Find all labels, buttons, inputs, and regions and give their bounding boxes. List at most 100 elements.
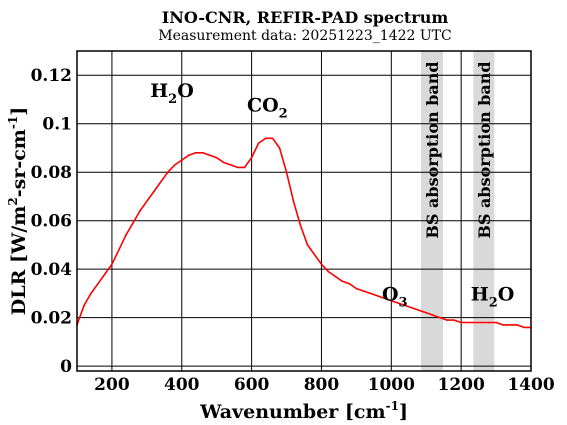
spectrum-point bbox=[201, 152, 204, 154]
y-tick-label-5: 0.08 bbox=[31, 163, 72, 183]
spectrum-series bbox=[76, 137, 532, 329]
spectrum-point bbox=[271, 137, 274, 140]
band-labels: BS absorption band BS absorption band bbox=[423, 61, 494, 238]
spectrum-point bbox=[167, 171, 169, 173]
spectrum-point bbox=[488, 321, 490, 324]
spectrum-point bbox=[523, 326, 525, 329]
spectrum-point bbox=[313, 253, 316, 256]
spectrum-point bbox=[188, 154, 190, 156]
spectrum-point bbox=[516, 324, 518, 326]
spectrum-point bbox=[390, 299, 393, 302]
spectrum-point bbox=[215, 156, 218, 159]
spectrum-point bbox=[320, 263, 323, 266]
annotation-3-sub: 3 bbox=[399, 296, 408, 311]
annotation-1: H2O bbox=[150, 80, 194, 107]
spectrum-point bbox=[125, 234, 127, 236]
absorption-band-2 bbox=[473, 51, 495, 371]
y-axis-label: DLR [W/m2-sr-cm-1] bbox=[6, 107, 30, 315]
spectrum-point bbox=[334, 275, 337, 278]
spectrum-point bbox=[299, 224, 302, 227]
annotation-1-text: H bbox=[150, 80, 168, 102]
x-tick-label-1: 200 bbox=[94, 375, 130, 395]
spectrum-point bbox=[404, 304, 407, 307]
spectrum-point bbox=[208, 154, 211, 156]
spectrum-point bbox=[243, 166, 246, 169]
y-tick-label-3: 0.04 bbox=[31, 260, 73, 280]
spectrum-point bbox=[250, 156, 253, 159]
x-tick-label-5: 1000 bbox=[368, 375, 415, 395]
spectrum-point bbox=[236, 166, 239, 169]
annotation-4-tail: O bbox=[498, 284, 515, 306]
annotation-4-text: H bbox=[471, 284, 489, 306]
spectrum-point bbox=[90, 292, 92, 295]
y-axis-ticks: 0 0.02 0.04 0.06 0.08 0.1 0.12 bbox=[31, 66, 73, 377]
x-axis-label-close: ] bbox=[399, 401, 408, 423]
spectrum-point bbox=[446, 319, 449, 321]
y-axis-label-sup2: -1 bbox=[6, 116, 20, 129]
spectrum-point bbox=[411, 307, 414, 309]
spectrum-point bbox=[118, 249, 120, 251]
spectrum-point bbox=[292, 200, 295, 203]
spectrum-point bbox=[104, 273, 106, 275]
spectrum-point bbox=[146, 200, 148, 203]
spectrum-point bbox=[111, 263, 113, 266]
spectrum-point bbox=[83, 304, 85, 307]
chart-subtitle: Measurement data: 20251223_1422 UTC bbox=[158, 28, 451, 44]
spectrum-point bbox=[397, 302, 400, 304]
y-axis-label-c: ] bbox=[8, 107, 30, 116]
spectrum-point bbox=[502, 324, 504, 326]
spectrum-point bbox=[355, 287, 358, 290]
spectrum-point bbox=[257, 142, 260, 144]
spectrum-point bbox=[481, 321, 483, 324]
annotation-4-sub: 2 bbox=[489, 296, 498, 311]
annotation-4: H2O bbox=[471, 284, 515, 311]
band-label-1: BS absorption band bbox=[423, 61, 442, 238]
spectrum-point bbox=[418, 309, 421, 312]
spectrum-point bbox=[509, 324, 511, 326]
x-tick-label-4: 800 bbox=[304, 375, 340, 395]
annotation-1-sub: 2 bbox=[168, 92, 177, 107]
annotation-3-text: O bbox=[382, 284, 399, 306]
y-tick-label-2: 0.02 bbox=[31, 309, 72, 329]
x-tick-label-3: 600 bbox=[234, 375, 270, 395]
spectrum-point bbox=[278, 147, 281, 149]
annotation-3: O3 bbox=[382, 284, 408, 311]
spectrum-point bbox=[285, 171, 288, 173]
absorption-bands bbox=[420, 51, 495, 371]
spectrum-point bbox=[453, 319, 456, 321]
spectrum-point bbox=[474, 321, 476, 324]
spectrum-point bbox=[460, 321, 463, 324]
spectrum-point bbox=[362, 290, 365, 292]
spectrum-point bbox=[348, 282, 351, 285]
spectrum-point bbox=[432, 314, 435, 317]
y-tick-label-4: 0.06 bbox=[31, 212, 72, 232]
y-axis-label-a: DLR [W/m bbox=[8, 206, 30, 316]
spectrum-point bbox=[425, 312, 428, 314]
spectrum-point bbox=[376, 295, 379, 297]
x-axis-label: Wavenumber [cm-1] bbox=[199, 399, 408, 423]
x-tick-label-7: 1400 bbox=[507, 375, 554, 395]
x-axis-ticks: 200 400 600 800 1000 1200 1400 bbox=[94, 375, 555, 395]
spectrum-point bbox=[160, 181, 162, 183]
spectrum-point bbox=[383, 297, 386, 300]
annotation-2-text: CO bbox=[247, 95, 279, 117]
spectrum-point bbox=[306, 244, 309, 246]
y-axis-label-b: -sr-cm bbox=[8, 129, 30, 197]
annotation-2: CO2 bbox=[247, 95, 288, 122]
spectrum-point bbox=[174, 164, 176, 166]
annotation-1-tail: O bbox=[177, 80, 194, 102]
spectrum-point bbox=[194, 152, 197, 154]
y-tick-label-1: 0 bbox=[60, 357, 72, 377]
annotation-2-sub: 2 bbox=[279, 107, 288, 122]
x-axis-label-main: Wavenumber [cm bbox=[199, 401, 386, 423]
x-tick-label-2: 400 bbox=[164, 375, 200, 395]
spectrum-point bbox=[181, 159, 183, 161]
plot-frame bbox=[76, 50, 532, 372]
spectrum-point bbox=[341, 280, 344, 283]
y-tick-label-7: 0.12 bbox=[31, 66, 72, 86]
x-tick-label-6: 1200 bbox=[437, 375, 484, 395]
spectrum-point bbox=[467, 321, 469, 324]
spectrum-line-1 bbox=[76, 137, 531, 329]
